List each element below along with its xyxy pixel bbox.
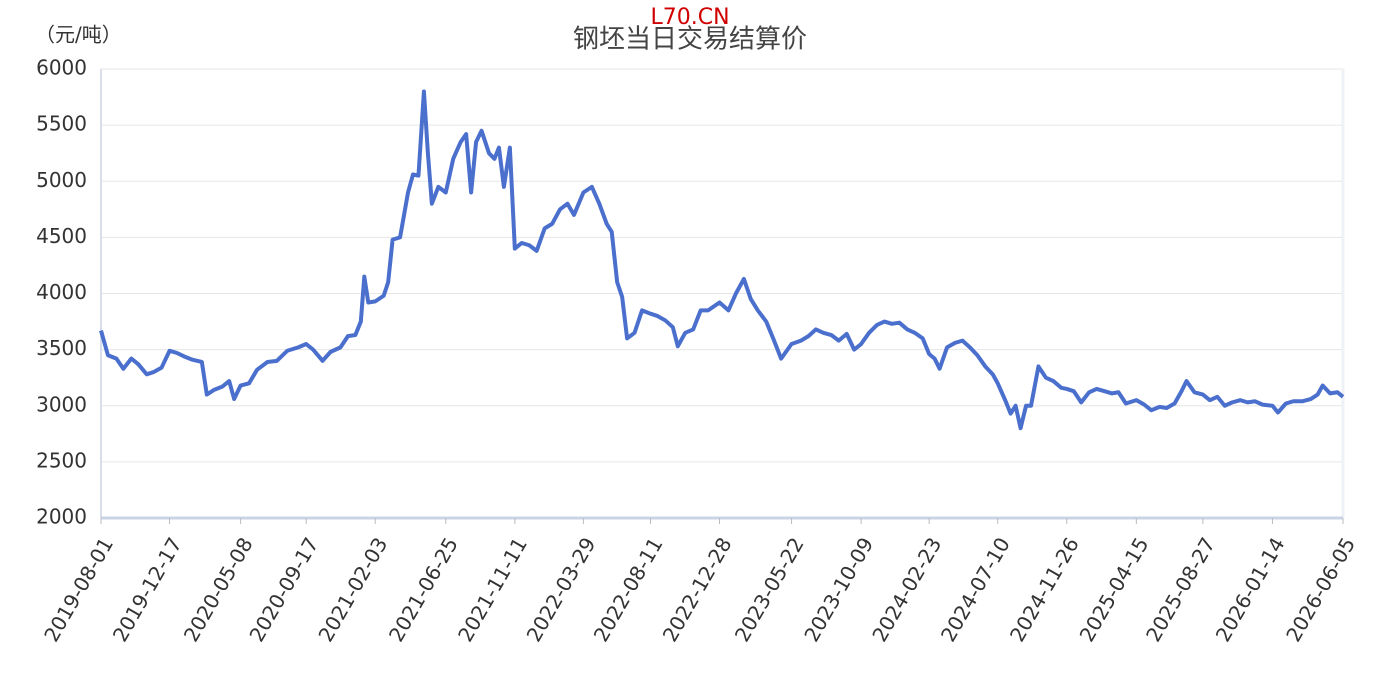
x-tick-label: 2020-09-17 (244, 533, 323, 646)
x-tick-label: 2024-07-10 (936, 533, 1015, 646)
y-tick-label: 4500 (36, 224, 87, 248)
y-tick-label: 4000 (36, 280, 87, 304)
y-tick-label: 3500 (36, 336, 87, 360)
x-tick-label: 2022-12-28 (658, 533, 737, 646)
y-tick-label: 2500 (36, 448, 87, 472)
line-series (99, 89, 1345, 431)
x-tick-label: 2024-02-23 (867, 533, 946, 646)
x-tick-label: 2025-04-15 (1075, 533, 1154, 646)
x-tick-label: 2026-01-14 (1211, 533, 1290, 646)
x-tick-label: 2020-05-08 (179, 533, 258, 646)
y-tick-label: 6000 (36, 56, 87, 80)
x-tick-label: 2019-08-01 (39, 533, 118, 646)
x-tick-label: 2023-05-22 (730, 533, 809, 646)
x-tick-label: 2024-11-26 (1005, 533, 1084, 646)
y-tick-label: 5500 (36, 112, 87, 136)
x-tick-label: 2021-11-11 (453, 533, 532, 646)
x-tick-label: 2023-10-09 (799, 533, 878, 646)
x-tick-label: 2022-08-11 (589, 533, 668, 646)
x-tick-label: 2022-03-29 (522, 533, 601, 646)
chart-title: 钢坯当日交易结算价 (573, 25, 807, 55)
x-tick-label: 2021-02-03 (313, 533, 392, 646)
y-axis-label: （元/吨） (35, 23, 122, 47)
y-tick-label: 2000 (36, 505, 87, 529)
y-tick-label: 3000 (36, 392, 87, 416)
x-tick-label: 2026-06-05 (1281, 533, 1360, 646)
x-tick-label: 2025-08-27 (1141, 533, 1220, 646)
x-tick-label: 2021-06-25 (384, 533, 463, 646)
y-tick-label: 5000 (36, 168, 87, 192)
x-tick-label: 2019-12-17 (108, 533, 187, 646)
watermark: L70.CN (650, 5, 729, 30)
